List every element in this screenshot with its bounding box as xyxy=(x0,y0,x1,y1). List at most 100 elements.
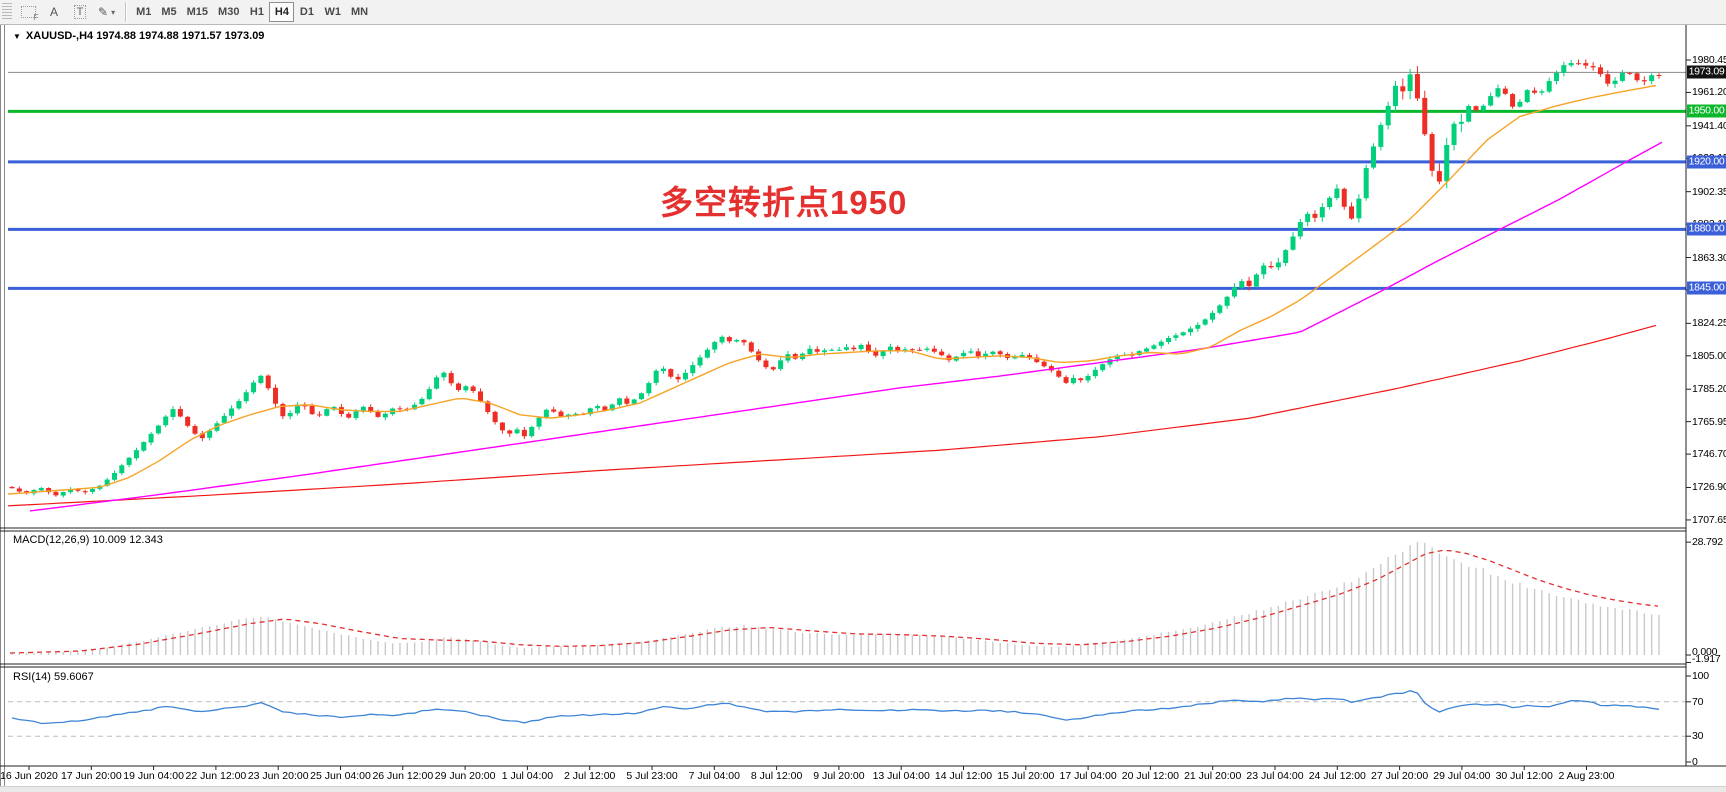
candle-body xyxy=(199,433,205,439)
time-axis-label: 7 Jul 04:00 xyxy=(688,770,740,782)
candle-body xyxy=(82,491,88,493)
chart-text-annotation[interactable]: 多空转折点1950 xyxy=(660,184,908,221)
candle-body xyxy=(712,341,718,350)
text-label-a-button[interactable]: A xyxy=(49,5,58,19)
candle-body xyxy=(961,352,967,357)
candle-body xyxy=(843,347,849,350)
candle-body xyxy=(997,351,1003,355)
candle-body xyxy=(939,351,945,356)
candlestick-series xyxy=(9,59,1662,498)
candle-body xyxy=(287,412,293,417)
candle-body xyxy=(456,383,462,390)
candle-body xyxy=(1319,207,1325,218)
timeframe-h4-button[interactable]: H4 xyxy=(269,2,295,22)
candle-body xyxy=(192,426,198,434)
timeframe-mn-button[interactable]: MN xyxy=(350,6,369,18)
candle-body xyxy=(229,408,235,416)
timeframe-m30-button[interactable]: M30 xyxy=(218,6,240,18)
candle-body xyxy=(887,346,893,352)
candle-body xyxy=(529,426,535,437)
timeframe-d1-button[interactable]: D1 xyxy=(299,6,314,18)
timeframe-m1-button[interactable]: M1 xyxy=(136,6,152,18)
candle-body xyxy=(294,404,300,414)
candle-body xyxy=(1100,364,1106,371)
text-label-t-button[interactable]: T xyxy=(67,2,93,22)
price-axis-label: 1941.40 xyxy=(1692,119,1726,132)
candle-body xyxy=(778,360,784,369)
candle-body xyxy=(273,387,279,404)
dotted-frame-f-button[interactable]: F xyxy=(15,2,41,22)
timeframe-h1-button[interactable]: H1 xyxy=(249,6,264,18)
candle-body xyxy=(617,398,623,405)
candle-body xyxy=(1583,63,1589,66)
candle-body xyxy=(858,344,864,350)
candle-body xyxy=(1554,72,1560,82)
candle-body xyxy=(1422,97,1428,135)
candle-body xyxy=(646,383,652,394)
time-axis-label: 8 Jul 12:00 xyxy=(750,770,803,782)
timeframe-m5-button[interactable]: M5 xyxy=(161,6,177,18)
candle-body xyxy=(639,393,645,400)
candle-body xyxy=(441,372,447,378)
price-axis-label: 1746.70 xyxy=(1692,448,1726,461)
candle-body xyxy=(690,365,696,374)
time-axis-label: 29 Jul 04:00 xyxy=(1433,770,1491,782)
time-axis-label: 19 Jun 04:00 xyxy=(123,770,184,782)
candle-body xyxy=(1356,198,1362,219)
candle-body xyxy=(141,442,147,451)
candle-body xyxy=(763,360,769,368)
candle-body xyxy=(155,425,161,434)
candle-body xyxy=(1524,90,1530,102)
candle-body xyxy=(836,349,842,351)
candle-body xyxy=(1275,262,1281,268)
chart-canvas[interactable] xyxy=(0,25,1726,786)
candle-body xyxy=(1158,341,1164,346)
candle-body xyxy=(704,349,710,358)
time-axis-label: 21 Jul 20:00 xyxy=(1184,770,1242,782)
candle-body xyxy=(770,367,776,370)
candle-body xyxy=(1473,106,1479,111)
candle-body xyxy=(1026,355,1032,358)
candle-body xyxy=(53,491,59,496)
candle-body xyxy=(543,409,549,418)
symbol-dropdown-arrow[interactable]: ▼ xyxy=(13,31,21,41)
timeframe-m15-button[interactable]: M15 xyxy=(186,6,209,18)
candle-body xyxy=(412,404,418,410)
macd-scale-zero: 0.000 xyxy=(1692,646,1718,658)
candle-body xyxy=(185,416,191,426)
candle-body xyxy=(397,408,403,410)
price-axis-label: 1726.90 xyxy=(1692,481,1726,494)
timeframe-w1-button[interactable]: W1 xyxy=(324,6,341,18)
candle-body xyxy=(1253,274,1259,287)
candle-body xyxy=(1085,376,1091,381)
candle-body xyxy=(865,344,871,352)
chart-window[interactable]: ▼ XAUUSD-,H4 1974.88 1974.88 1971.57 197… xyxy=(0,25,1726,786)
candle-body xyxy=(1371,146,1377,168)
candle-body xyxy=(477,391,483,402)
candle-body xyxy=(1144,348,1150,352)
candle-body xyxy=(1641,80,1647,82)
candle-body xyxy=(873,350,879,356)
candle-body xyxy=(1012,356,1018,359)
candle-body xyxy=(60,492,66,496)
candle-body xyxy=(1488,96,1494,106)
candle-body xyxy=(1224,296,1230,306)
macd-scale-min: -1.917 xyxy=(1692,653,1721,665)
rsi-pane xyxy=(8,690,1686,737)
macd-pane xyxy=(9,541,1660,655)
crayon-icon: ✎ xyxy=(98,5,109,19)
candle-body xyxy=(1502,88,1508,94)
candle-body xyxy=(1334,188,1340,199)
toolbar-grip[interactable] xyxy=(2,3,12,21)
candle-body xyxy=(1305,213,1311,222)
rsi-indicator-label: RSI(14) 59.6067 xyxy=(13,671,94,683)
candle-body xyxy=(1166,337,1172,343)
draw-arrows-button[interactable]: ✎ ▾ xyxy=(93,2,120,22)
candle-body xyxy=(119,465,125,474)
rsi-axis-label: 0 xyxy=(1692,756,1698,768)
candle-body xyxy=(38,488,44,491)
candle-body xyxy=(682,372,688,380)
candle-body xyxy=(316,414,322,416)
candle-body xyxy=(551,409,557,412)
